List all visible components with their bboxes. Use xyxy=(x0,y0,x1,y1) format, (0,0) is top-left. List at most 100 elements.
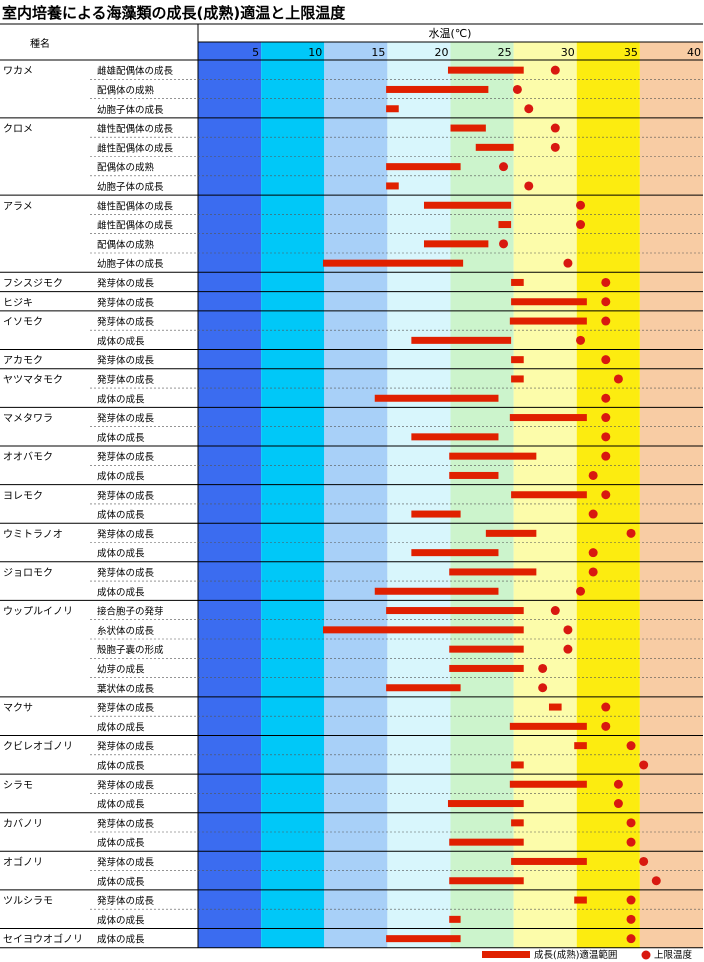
upper-limit-dot xyxy=(550,606,560,616)
upper-limit-dot xyxy=(538,663,548,673)
optimal-range-bar xyxy=(449,471,499,479)
legend-range-swatch xyxy=(482,951,530,958)
species-name: マクサ xyxy=(3,702,33,714)
optimal-range-bar xyxy=(511,298,587,306)
stage-label: 発芽体の成長 xyxy=(97,702,155,714)
species-name: ヨレモク xyxy=(3,490,43,502)
upper-limit-dot xyxy=(512,84,522,94)
optimal-range-bar xyxy=(386,935,461,943)
upper-limit-dot xyxy=(576,220,586,230)
legend-upper-label: 上限温度 xyxy=(654,949,693,961)
stage-label: 配偶体の成熟 xyxy=(97,84,155,96)
species-name: ヒジキ xyxy=(3,297,33,309)
species-name: ツルシラモ xyxy=(3,895,53,907)
optimal-range-bar xyxy=(386,105,399,113)
x-tick-label: 15 xyxy=(371,46,385,59)
species-name: ヤツマタモク xyxy=(3,374,63,386)
optimal-range-bar xyxy=(509,722,587,730)
upper-limit-dot xyxy=(601,451,611,461)
stage-label: 幼胞子体の成長 xyxy=(97,104,164,116)
species-name: アカモク xyxy=(3,355,43,367)
stage-label: 成体の成長 xyxy=(97,509,145,521)
upper-limit-dot xyxy=(499,162,509,172)
stage-label: 雄性配偶体の成長 xyxy=(97,123,174,135)
x-tick-label: 20 xyxy=(435,46,449,59)
species-name: セイヨウオゴノリ xyxy=(3,933,83,946)
temperature-band xyxy=(639,42,703,948)
species-name: ウミトラノオ xyxy=(3,528,63,540)
upper-limit-dot xyxy=(601,432,611,442)
optimal-range-bar xyxy=(322,626,524,634)
upper-limit-dot xyxy=(538,683,548,693)
stage-label: 雌性配偶体の成長 xyxy=(97,142,174,154)
temperature-band xyxy=(324,42,388,948)
x-tick-label: 5 xyxy=(252,46,259,59)
species-name: クビレオゴノリ xyxy=(3,740,73,753)
stage-label: 成体の成長 xyxy=(97,432,145,444)
optimal-range-bar xyxy=(574,896,587,904)
stage-label: 発芽体の成長 xyxy=(97,374,155,386)
temperature-band xyxy=(387,42,451,948)
optimal-range-bar xyxy=(374,587,499,595)
upper-limit-dot xyxy=(601,277,611,287)
upper-limit-dot xyxy=(576,335,586,345)
optimal-range-bar xyxy=(449,452,537,460)
optimal-range-bar xyxy=(511,761,524,769)
x-tick-label: 40 xyxy=(687,46,701,59)
upper-limit-dot xyxy=(626,914,636,924)
stage-label: 発芽体の成長 xyxy=(97,818,155,830)
upper-limit-dot xyxy=(601,297,611,307)
row-header: 種名 xyxy=(30,37,50,50)
optimal-range-bar xyxy=(447,800,524,808)
stage-label: 雄性配偶体の成長 xyxy=(97,200,174,212)
upper-limit-dot xyxy=(626,818,636,828)
optimal-range-bar xyxy=(511,857,587,865)
optimal-range-bar xyxy=(511,375,524,383)
species-name: クロメ xyxy=(3,123,33,135)
upper-limit-dot xyxy=(613,779,623,789)
stage-label: 配偶体の成熟 xyxy=(97,239,155,251)
optimal-range-bar xyxy=(509,780,587,788)
upper-limit-dot xyxy=(499,239,509,249)
upper-limit-dot xyxy=(588,509,598,519)
upper-limit-dot xyxy=(651,876,661,886)
stage-label: 雌雄配偶体の成長 xyxy=(97,65,174,77)
optimal-range-bar xyxy=(449,645,524,653)
stage-label: 葉状体の成長 xyxy=(97,683,155,695)
upper-limit-dot xyxy=(639,760,649,770)
x-tick-label: 10 xyxy=(308,46,322,59)
stage-label: 発芽体の成長 xyxy=(97,297,155,309)
x-tick-label: 35 xyxy=(624,46,638,59)
optimal-range-bar xyxy=(449,877,524,885)
stage-label: 発芽体の成長 xyxy=(97,316,155,328)
upper-limit-dot xyxy=(601,355,611,365)
stage-label: 殻胞子嚢の形成 xyxy=(97,644,164,656)
temperature-band xyxy=(198,42,262,948)
upper-limit-dot xyxy=(601,393,611,403)
upper-limit-dot xyxy=(524,104,534,114)
optimal-range-bar xyxy=(449,838,524,846)
stage-label: 成体の成長 xyxy=(97,799,145,811)
stage-label: 発芽体の成長 xyxy=(97,895,155,907)
stage-label: 幼芽の成長 xyxy=(97,663,145,675)
stage-label: 発芽体の成長 xyxy=(97,567,155,579)
species-name: オオバモク xyxy=(3,451,53,463)
stage-label: 幼胞子体の成長 xyxy=(97,181,164,193)
upper-limit-dot xyxy=(524,181,534,191)
upper-limit-dot xyxy=(563,625,573,635)
upper-limit-dot xyxy=(563,644,573,654)
stage-label: 発芽体の成長 xyxy=(97,856,155,868)
upper-limit-dot xyxy=(626,895,636,905)
stage-label: 発芽体の成長 xyxy=(97,451,155,463)
optimal-range-bar xyxy=(374,394,499,402)
optimal-range-bar xyxy=(411,336,512,344)
species-name: ウップルイノリ xyxy=(3,606,73,618)
stage-label: 発芽体の成長 xyxy=(97,528,155,540)
species-name: ワカメ xyxy=(3,65,33,77)
upper-limit-dot xyxy=(588,567,598,577)
x-axis-label: 水温(℃) xyxy=(429,27,472,40)
stage-label: 発芽体の成長 xyxy=(97,277,155,289)
optimal-range-bar xyxy=(450,124,486,132)
temperature-band xyxy=(261,42,325,948)
